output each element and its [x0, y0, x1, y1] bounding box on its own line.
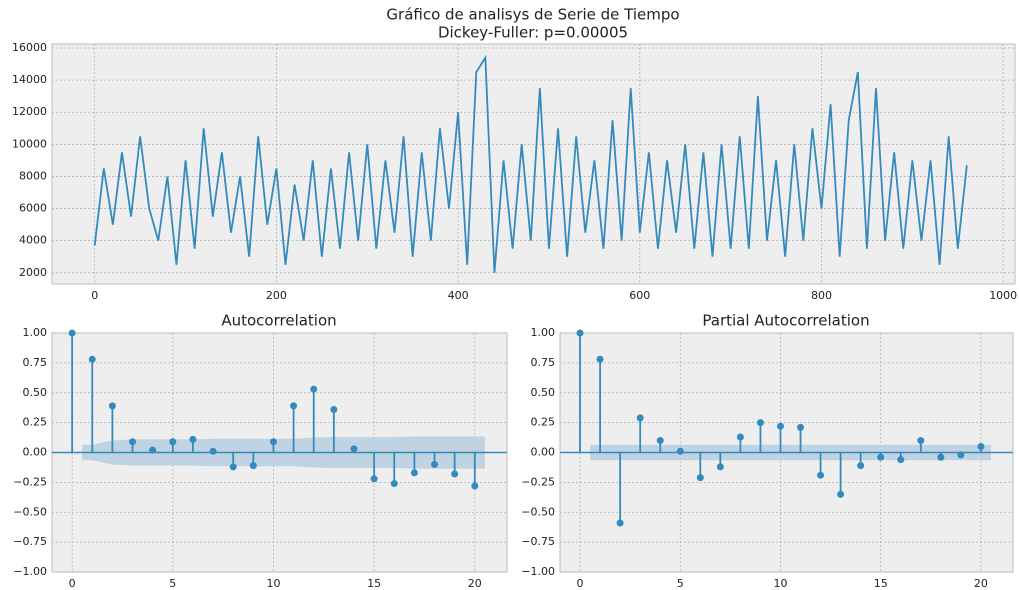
stem-marker	[370, 475, 378, 483]
y-tick-label: −1.00	[521, 565, 555, 578]
stem-marker	[209, 447, 217, 455]
stem-marker	[431, 460, 439, 468]
stem-marker	[656, 437, 664, 445]
stem-marker	[269, 438, 277, 446]
stem-marker	[471, 482, 479, 490]
x-tick-label: 800	[811, 289, 832, 302]
stem-marker	[129, 438, 137, 446]
stem-marker	[636, 414, 644, 422]
y-tick-label: 16000	[12, 41, 47, 54]
stem-marker	[676, 447, 684, 455]
chart-title: Autocorrelation	[221, 312, 336, 330]
x-tick-label: 10	[266, 577, 280, 590]
y-tick-label: 1.00	[23, 326, 48, 339]
y-tick-label: 0.00	[23, 446, 48, 459]
stem-marker	[290, 402, 298, 410]
y-tick-label: 0.75	[23, 356, 48, 369]
x-tick-label: 200	[266, 289, 287, 302]
chart-title: Gráfico de analisys de Serie de Tiempo	[386, 6, 679, 24]
stem-marker	[797, 423, 805, 431]
stem-marker	[756, 419, 764, 427]
stem-marker	[696, 474, 704, 482]
stem-marker	[857, 462, 865, 470]
stem-marker	[837, 490, 845, 498]
y-tick-label: −0.50	[521, 505, 555, 518]
x-tick-label: 0	[69, 577, 76, 590]
stem-marker	[88, 355, 96, 363]
x-tick-label: 20	[468, 577, 482, 590]
chart-title: Partial Autocorrelation	[702, 312, 869, 330]
stem-marker	[451, 470, 459, 478]
stem-marker	[169, 438, 177, 446]
x-tick-label: 20	[974, 577, 988, 590]
y-tick-label: −1.00	[13, 565, 47, 578]
y-tick-label: 0.50	[531, 386, 556, 399]
x-tick-label: 400	[448, 289, 469, 302]
x-tick-label: 10	[773, 577, 787, 590]
y-tick-label: 4000	[19, 234, 47, 247]
stem-marker	[350, 445, 358, 453]
stem-marker	[390, 480, 398, 488]
stem-marker	[877, 453, 885, 461]
y-tick-label: 6000	[19, 202, 47, 215]
stem-marker	[229, 463, 237, 471]
stem-marker	[736, 433, 744, 441]
stem-marker	[917, 437, 925, 445]
x-tick-label: 5	[169, 577, 176, 590]
y-tick-label: 8000	[19, 169, 47, 182]
y-tick-label: 0.25	[23, 416, 48, 429]
y-tick-label: 2000	[19, 266, 47, 279]
y-tick-label: 0.00	[531, 446, 556, 459]
y-tick-label: −0.50	[13, 505, 47, 518]
stem-marker	[68, 329, 76, 337]
stem-marker	[817, 471, 825, 479]
stem-marker	[149, 446, 157, 454]
y-tick-label: 1.00	[531, 326, 556, 339]
stem-marker	[576, 329, 584, 337]
stem-marker	[410, 469, 418, 477]
stem-marker	[310, 385, 318, 393]
x-tick-label: 15	[367, 577, 381, 590]
x-tick-label: 15	[874, 577, 888, 590]
stem-marker	[330, 405, 338, 413]
x-tick-label: 1000	[989, 289, 1017, 302]
stem-marker	[977, 443, 985, 451]
stem-marker	[776, 422, 784, 430]
x-tick-label: 600	[629, 289, 650, 302]
stem-marker	[108, 402, 116, 410]
stem-marker	[596, 355, 604, 363]
y-tick-label: 14000	[12, 73, 47, 86]
x-tick-label: 0	[91, 289, 98, 302]
x-tick-label: 5	[677, 577, 684, 590]
chart-subtitle: Dickey-Fuller: p=0.00005	[438, 24, 628, 42]
stem-marker	[616, 519, 624, 527]
stem-marker	[249, 462, 257, 470]
stem-marker	[897, 456, 905, 464]
y-tick-label: 12000	[12, 105, 47, 118]
stem-marker	[189, 435, 197, 443]
y-tick-label: 0.75	[531, 356, 556, 369]
y-tick-label: −0.25	[521, 475, 555, 488]
stem-marker	[716, 463, 724, 471]
x-tick-label: 0	[577, 577, 584, 590]
y-tick-label: 10000	[12, 137, 47, 150]
series-line	[93, 54, 968, 273]
y-tick-label: 0.25	[531, 416, 556, 429]
y-tick-label: −0.25	[13, 475, 47, 488]
stem-marker	[957, 451, 965, 459]
y-tick-label: −0.75	[521, 535, 555, 548]
plot-area	[51, 43, 1016, 285]
stem-marker	[937, 453, 945, 461]
y-tick-label: −0.75	[13, 535, 47, 548]
y-tick-label: 0.50	[23, 386, 48, 399]
